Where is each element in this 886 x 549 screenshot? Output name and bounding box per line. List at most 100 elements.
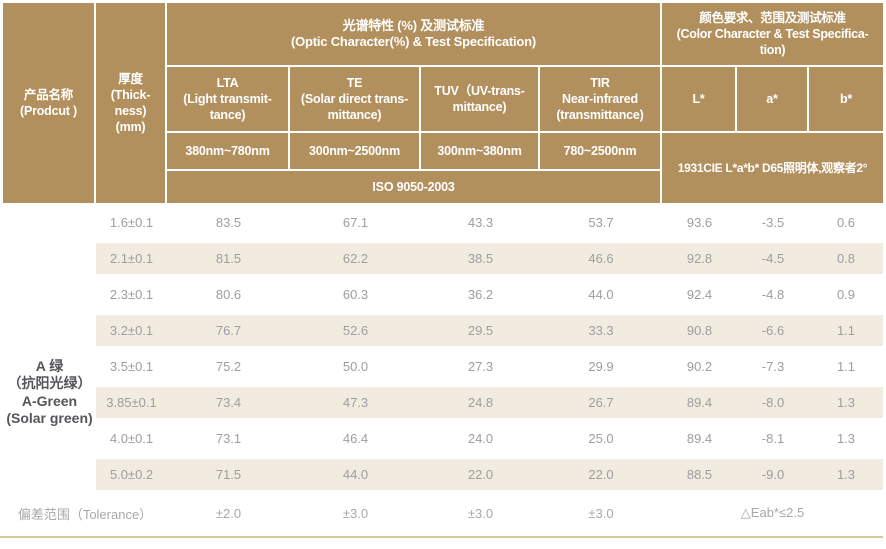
cell-te: 62.2 (290, 243, 421, 274)
table-row: 3.85±0.1 73.4 47.3 24.8 26.7 89.4 -8.0 1… (3, 387, 883, 418)
cell-bstar: 0.8 (809, 243, 883, 274)
cell-tir: 53.7 (588, 215, 614, 230)
header-col-lstar: L* (662, 67, 735, 131)
cell-thickness: 5.0±0.2 (96, 459, 167, 490)
header-range-tuv: 300nm~380nm (421, 133, 538, 169)
cell-bstar: 1.1 (809, 315, 883, 346)
cell-lstar: 92.8 (662, 243, 737, 274)
header-thickness: 厚度 (Thick- ness) (mm) (96, 3, 165, 203)
bottom-divider (0, 536, 883, 538)
cell-tuv: 24.0 (467, 431, 494, 446)
cell-te: 47.3 (290, 387, 421, 418)
tolerance-row: 偏差范围（Tolerance） ±2.0 ±3.0 ±3.0 ±3.0 △Eab… (3, 498, 883, 528)
cell-tuv: 43.3 (467, 215, 494, 230)
cell-tir: 33.3 (540, 315, 662, 346)
header-col-te: TE (Solar direct trans- mittance) (290, 67, 419, 131)
cell-tir: 26.7 (540, 387, 662, 418)
header-range-tir: 780~2500nm (540, 133, 660, 169)
table-row: 1.6±0.1 83.5 67.1 43.3 53.7 93.6 -3.5 0.… (3, 207, 883, 238)
cell-thickness: 2.3±0.1 (109, 287, 154, 302)
cell-bstar: 1.3 (809, 387, 883, 418)
table-row: 4.0±0.1 73.1 46.4 24.0 25.0 89.4 -8.1 1.… (3, 423, 883, 454)
table-row: 5.0±0.2 71.5 44.0 22.0 22.0 88.5 -9.0 1.… (3, 459, 883, 490)
cell-astar: -8.0 (737, 387, 809, 418)
product-spacer-cell (3, 315, 96, 346)
cell-lstar: 92.4 (686, 287, 713, 302)
cell-astar: -4.5 (737, 243, 809, 274)
header-optic-group: 光谱特性 (%) 及测试标准 (Optic Character(%) & Tes… (167, 3, 660, 65)
cell-tuv: 27.3 (467, 359, 494, 374)
cell-lta: 73.4 (167, 387, 290, 418)
cell-astar: -7.3 (761, 359, 785, 374)
cell-lstar: 89.4 (686, 431, 713, 446)
cell-lta: 75.2 (215, 359, 242, 374)
table-row: 3.2±0.1 76.7 52.6 29.5 33.3 90.8 -6.6 1.… (3, 315, 883, 346)
product-spacer-cell (3, 459, 96, 490)
cell-te: 46.4 (342, 431, 369, 446)
cell-tir: 46.6 (540, 243, 662, 274)
cell-tir: 29.9 (588, 359, 614, 374)
cell-tuv: 22.0 (421, 459, 540, 490)
header-range-lta: 380nm~780nm (167, 133, 288, 169)
product-spacer-cell (3, 279, 96, 310)
table-header: 产品名称 (Prodcut ) 厚度 (Thick- ness) (mm) 光谱… (3, 3, 883, 203)
cell-thickness: 1.6±0.1 (109, 215, 154, 230)
cell-astar: -6.6 (737, 315, 809, 346)
cell-astar: -8.1 (761, 431, 785, 446)
cell-tir: 44.0 (588, 287, 614, 302)
cell-lta: 80.6 (215, 287, 242, 302)
table-body: A 绿 （抗阳光绿） A-Green (Solar green) 1.6±0.1… (3, 207, 883, 528)
cell-bstar: 1.3 (809, 459, 883, 490)
cell-astar: -9.0 (737, 459, 809, 490)
cell-lstar: 88.5 (662, 459, 737, 490)
table-rows-container: 1.6±0.1 83.5 67.1 43.3 53.7 93.6 -3.5 0.… (3, 207, 883, 490)
cell-tuv: 38.5 (421, 243, 540, 274)
header-col-tir: TIR Near-infrared (transmittance) (540, 67, 660, 131)
product-spacer-cell (3, 423, 96, 454)
cell-te: 52.6 (290, 315, 421, 346)
cell-te: 67.1 (342, 215, 369, 230)
cell-thickness: 2.1±0.1 (96, 243, 167, 274)
cell-astar: -4.8 (761, 287, 785, 302)
cell-lta: 71.5 (167, 459, 290, 490)
cell-thickness: 3.5±0.1 (109, 359, 154, 374)
cell-bstar: 0.6 (836, 215, 856, 230)
header-col-tuv: TUV（UV-trans- mittance) (421, 67, 538, 131)
header-col-bstar: b* (809, 67, 883, 131)
header-cie-standard: 1931CIE L*a*b* D65照明体,观察者2° (662, 133, 883, 203)
cell-bstar: 1.1 (836, 359, 856, 374)
header-col-lta: LTA (Light transmit- tance) (167, 67, 288, 131)
cell-lta: 76.7 (167, 315, 290, 346)
cell-thickness: 3.85±0.1 (96, 387, 167, 418)
cell-lstar: 90.8 (662, 315, 737, 346)
table-row: 2.3±0.1 80.6 60.3 36.2 44.0 92.4 -4.8 0.… (3, 279, 883, 310)
cell-lstar: 90.2 (686, 359, 713, 374)
header-color-group: 颜色要求、范围及测试标准 (Color Character & Test Spe… (662, 3, 883, 65)
header-range-te: 300nm~2500nm (290, 133, 419, 169)
cell-bstar: 0.9 (836, 287, 856, 302)
table-row: 2.1±0.1 81.5 62.2 38.5 46.6 92.8 -4.5 0.… (3, 243, 883, 274)
cell-lstar: 89.4 (662, 387, 737, 418)
cell-bstar: 1.3 (836, 431, 856, 446)
cell-lta: 73.1 (215, 431, 242, 446)
tolerance-lta: ±2.0 (215, 505, 242, 521)
tolerance-label: 偏差范围（Tolerance） (17, 506, 153, 522)
product-spacer-cell (3, 351, 96, 382)
cell-lta: 83.5 (215, 215, 242, 230)
cell-lstar: 93.6 (686, 215, 713, 230)
tolerance-tuv: ±3.0 (467, 505, 494, 521)
cell-te: 60.3 (342, 287, 369, 302)
cell-thickness: 4.0±0.1 (109, 431, 154, 446)
cell-tir: 25.0 (588, 431, 614, 446)
product-spacer-cell (3, 387, 96, 418)
cell-thickness: 3.2±0.1 (96, 315, 167, 346)
cell-tir: 22.0 (540, 459, 662, 490)
product-spacer-cell (3, 243, 96, 274)
cell-tuv: 36.2 (467, 287, 494, 302)
cell-te: 50.0 (342, 359, 369, 374)
table-row: 3.5±0.1 75.2 50.0 27.3 29.9 90.2 -7.3 1.… (3, 351, 883, 382)
cell-tuv: 29.5 (421, 315, 540, 346)
tolerance-tir: ±3.0 (588, 505, 614, 521)
tolerance-te: ±3.0 (342, 505, 369, 521)
cell-astar: -3.5 (761, 215, 785, 230)
